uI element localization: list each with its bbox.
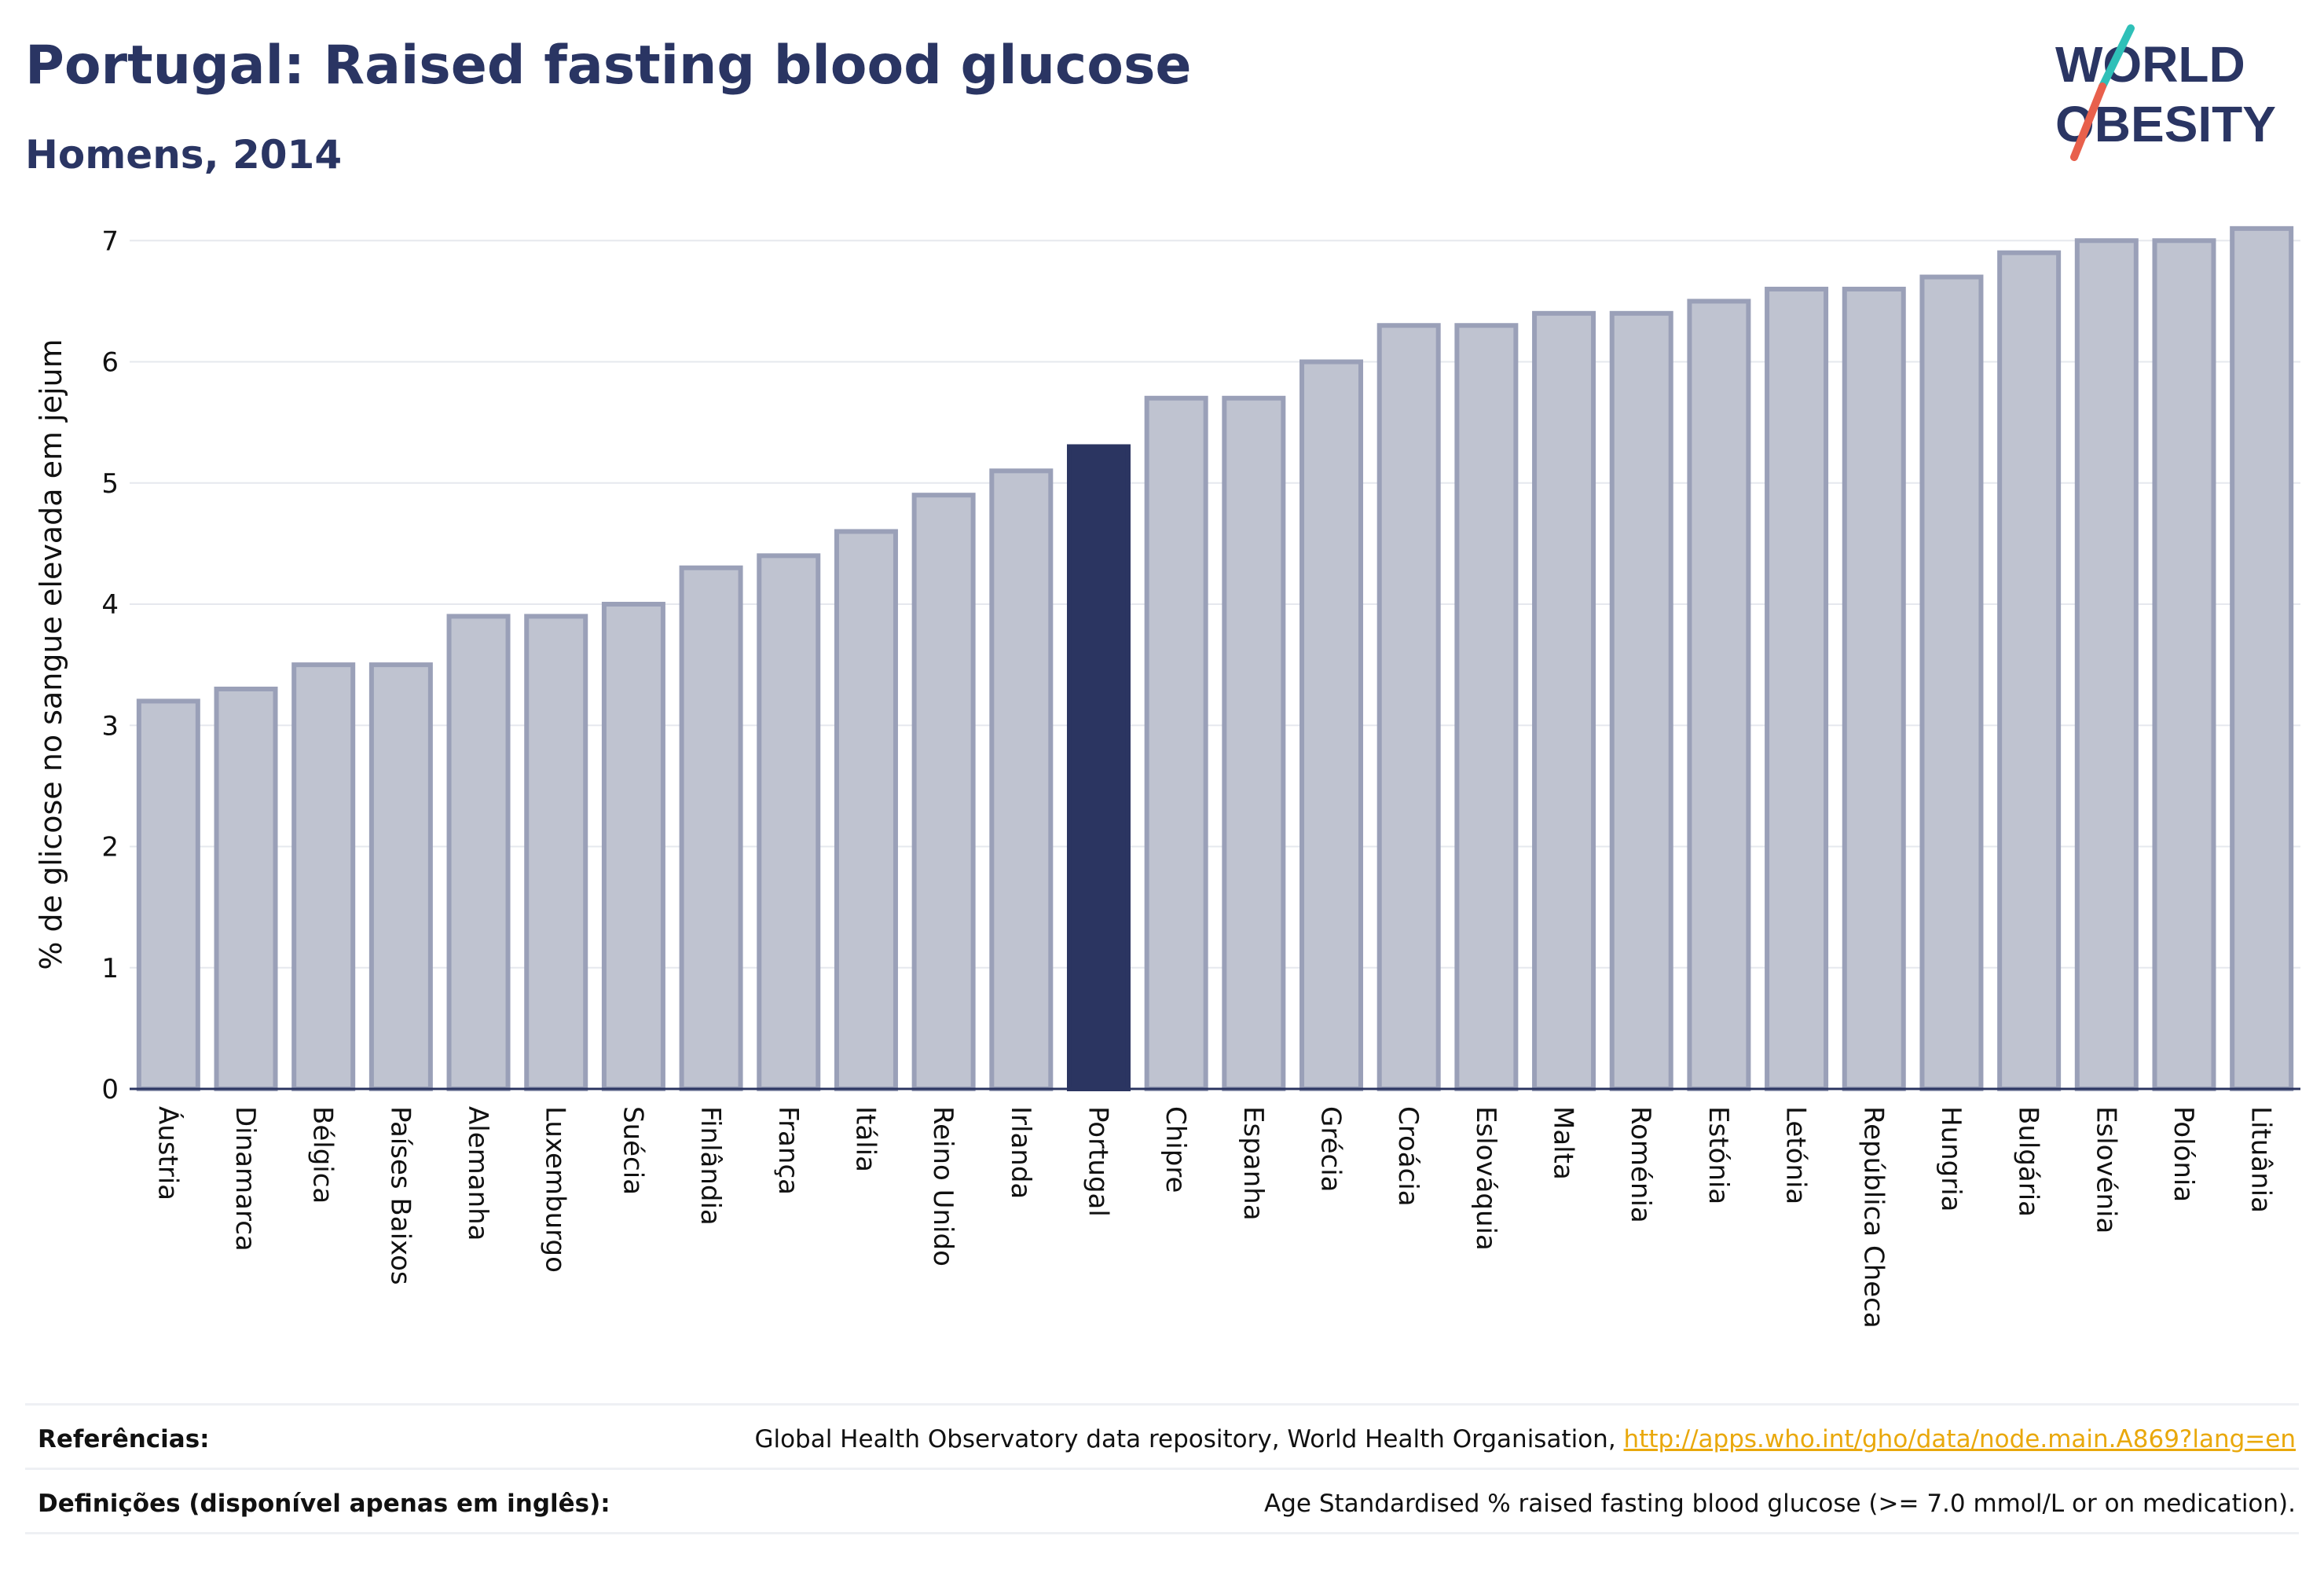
bar xyxy=(214,686,278,1092)
bar xyxy=(1687,299,1751,1091)
x-tick-label: Países Baixos xyxy=(384,1106,416,1285)
bar xyxy=(368,662,433,1091)
x-tick-label: Eslováquia xyxy=(1470,1106,1501,1251)
x-tick-label: Dinamarca xyxy=(229,1106,261,1252)
references-text: Global Health Observatory data repositor… xyxy=(754,1425,2296,1453)
bar xyxy=(834,529,898,1091)
bar xyxy=(2074,238,2139,1092)
x-tick-label: Bulgária xyxy=(2013,1106,2044,1217)
definitions-text: Age Standardised % raised fasting blood … xyxy=(1264,1490,2296,1518)
references-link[interactable]: http://apps.who.int/gho/data/node.main.A… xyxy=(1623,1425,2296,1453)
bar xyxy=(1997,250,2062,1092)
y-tick-label: 3 xyxy=(101,710,119,742)
x-tick-label: Suécia xyxy=(617,1106,648,1195)
bar xyxy=(136,698,200,1091)
bar xyxy=(1144,395,1208,1092)
y-tick-label: 6 xyxy=(101,347,119,379)
bar xyxy=(2152,238,2216,1092)
references-source: Global Health Observatory data repositor… xyxy=(754,1425,1624,1453)
references-label: Referências: xyxy=(38,1425,210,1453)
x-tick-label: Grécia xyxy=(1315,1106,1347,1192)
y-tick-label: 2 xyxy=(101,832,119,863)
bar xyxy=(1842,286,1906,1091)
x-tick-label: Letónia xyxy=(1780,1106,1812,1204)
x-tick-label: Finlândia xyxy=(695,1106,726,1226)
world-obesity-logo: WORLD OBESITY xyxy=(2055,24,2276,161)
x-tick-label: Irlanda xyxy=(1005,1106,1036,1199)
x-tick-label: Hungria xyxy=(1935,1106,1967,1212)
y-tick-label: 1 xyxy=(101,953,119,984)
bar xyxy=(679,565,743,1091)
bar xyxy=(757,553,821,1091)
x-tick-label: Espanha xyxy=(1237,1106,1269,1221)
bar xyxy=(989,468,1054,1091)
footer-divider-middle xyxy=(25,1468,2299,1470)
y-axis-title: % de glicose no sangue elevada em jejum xyxy=(34,339,68,969)
y-tick-label: 0 xyxy=(101,1074,119,1105)
bar xyxy=(446,614,511,1091)
bar xyxy=(2230,225,2294,1091)
bar xyxy=(1299,359,1364,1091)
footer-divider-top xyxy=(25,1403,2299,1406)
page-title: Portugal: Raised fasting blood glucose xyxy=(25,35,1192,97)
footer-divider-bottom xyxy=(25,1532,2299,1534)
definitions-label: Definições (disponível apenas em inglês)… xyxy=(38,1490,610,1518)
bar-chart: 0 1 2 3 4 5 6 7 % de glicose no sangue elevada e… xyxy=(34,225,2300,1329)
x-tick-label: Eslovénia xyxy=(2090,1106,2121,1233)
x-tick-label: Alemanha xyxy=(462,1106,493,1241)
bar xyxy=(1919,274,1984,1091)
bar xyxy=(1222,395,1286,1092)
x-tick-label: Portugal xyxy=(1082,1106,1113,1217)
x-tick-label: Estónia xyxy=(1703,1106,1734,1204)
x-tick-label: Malta xyxy=(1548,1106,1579,1180)
x-tick-label: Croácia xyxy=(1392,1106,1424,1207)
x-tick-label: Polónia xyxy=(2168,1106,2199,1202)
x-tick-label: Itália xyxy=(849,1106,881,1172)
bar xyxy=(1609,310,1673,1092)
bar xyxy=(524,614,588,1091)
y-tick-label: 4 xyxy=(101,589,119,621)
bar xyxy=(1532,310,1596,1092)
bar xyxy=(601,602,665,1091)
page-subtitle: Homens, 2014 xyxy=(25,132,343,178)
x-tick-label: República Checa xyxy=(1857,1106,1889,1329)
logo-line1: WORLD xyxy=(2055,36,2245,93)
x-tick-label: Reino Unido xyxy=(927,1106,959,1266)
x-tick-label: Áustria xyxy=(152,1106,184,1200)
bar xyxy=(1454,323,1519,1091)
bar xyxy=(1376,323,1441,1091)
x-tick-label: França xyxy=(772,1106,804,1195)
x-tick-label: Lituânia xyxy=(2245,1106,2277,1213)
y-tick-label: 5 xyxy=(101,468,119,500)
bar xyxy=(291,662,356,1091)
logo-slash-teal xyxy=(2099,24,2135,90)
x-tick-label: Chipre xyxy=(1160,1106,1191,1193)
bar xyxy=(911,493,976,1091)
x-tick-label: Luxemburgo xyxy=(540,1106,571,1273)
bar xyxy=(1765,286,1829,1091)
x-tick-label: Bélgica xyxy=(307,1106,339,1204)
y-tick-label: 7 xyxy=(101,225,119,257)
logo-slash-red xyxy=(2070,82,2106,161)
x-tick-label: Roménia xyxy=(1625,1106,1656,1223)
bar-highlight xyxy=(1066,444,1131,1091)
